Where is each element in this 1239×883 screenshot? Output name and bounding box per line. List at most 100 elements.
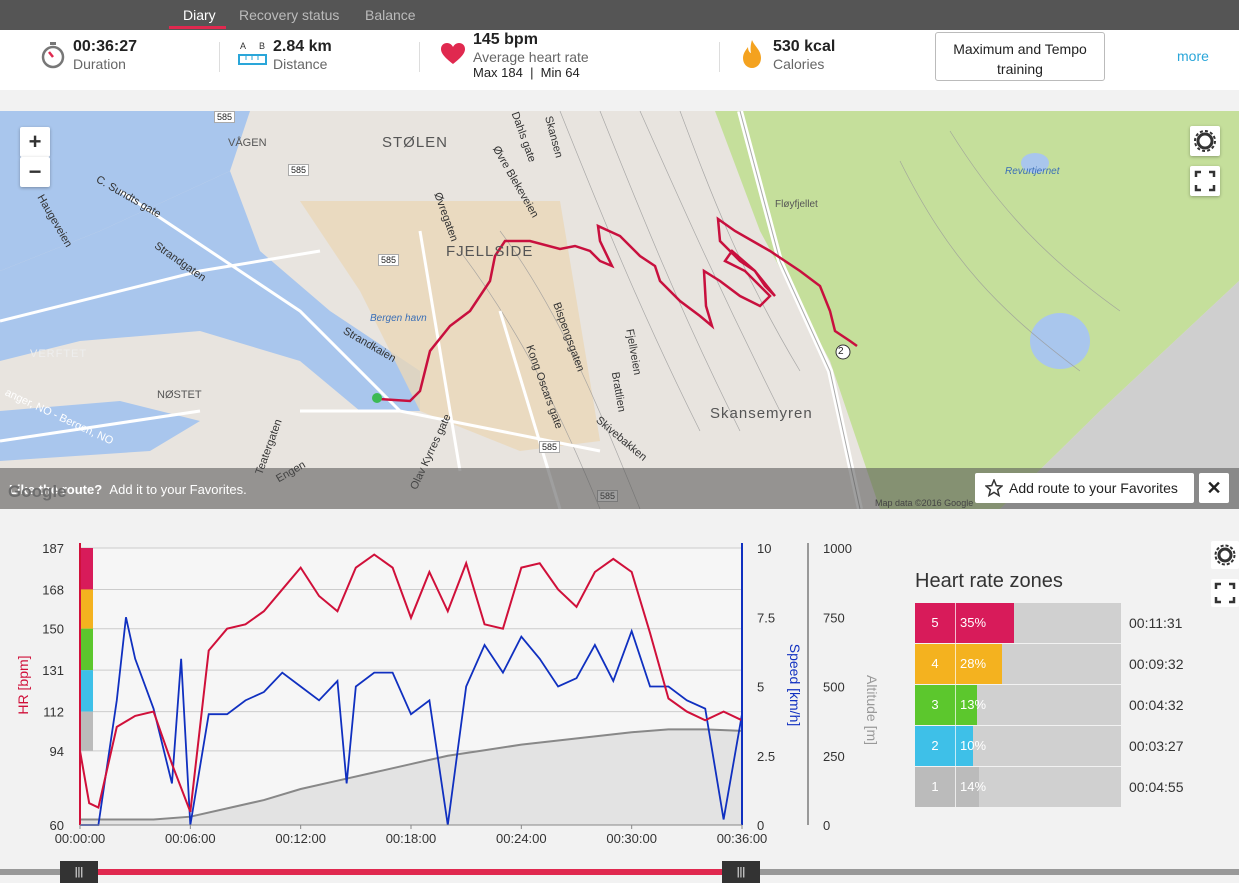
hr-axis-label: HR [bpm] <box>15 655 31 714</box>
altitude-area <box>80 729 742 825</box>
zone-strip <box>81 628 93 671</box>
zone-number: 2 <box>915 726 956 766</box>
x-tick-label: 00:30:00 <box>606 831 657 846</box>
divider <box>219 42 220 72</box>
hr-tick-label: 131 <box>42 663 64 678</box>
distance-label: Distance <box>273 56 328 72</box>
altitude-axis-label: Altitude [m] <box>864 675 880 745</box>
map-canvas <box>0 111 1239 509</box>
favorites-prompt: Like the route? Add it to your Favorites… <box>9 482 247 497</box>
timeline-slider[interactable] <box>0 869 1239 875</box>
zone-strip <box>81 548 93 590</box>
zoom-in-button[interactable]: + <box>20 127 50 157</box>
zone-strip <box>81 670 93 712</box>
hr-tick-label: 94 <box>50 744 64 759</box>
road-number: 585 <box>288 164 310 176</box>
altitude-tick-label: 500 <box>823 680 845 695</box>
zone-percent: 28% <box>960 656 987 671</box>
zone-number: 3 <box>915 685 956 725</box>
chart-settings-button[interactable] <box>1211 541 1239 569</box>
hr-tick-label: 187 <box>42 541 64 556</box>
hr-line <box>79 553 743 813</box>
duration-value: 00:36:27 <box>73 38 138 55</box>
active-tab-indicator <box>169 26 226 29</box>
speed-tick-label: 5 <box>757 680 764 695</box>
map-settings-button[interactable] <box>1190 126 1220 156</box>
tab-recovery-status[interactable]: Recovery status <box>239 7 340 23</box>
distance-stat: 2.84 km Distance <box>273 38 332 72</box>
zoom-out-button[interactable]: − <box>20 157 50 187</box>
zone-time: 00:04:32 <box>1129 697 1184 713</box>
chart-svg: 187 168 150 131 112 94 60 10 7.5 5 2.5 0 1000 750 500 2… <box>15 541 880 846</box>
distance-icon: A B <box>238 41 268 69</box>
zone-percent: 10% <box>960 738 987 753</box>
divider <box>719 42 720 72</box>
zones-title: Heart rate zones <box>915 570 1063 592</box>
road-number: 585 <box>378 254 400 266</box>
chart-fullscreen-button[interactable] <box>1211 579 1239 607</box>
tab-diary[interactable]: Diary <box>183 7 216 23</box>
divider <box>419 42 420 72</box>
zone-row: 5 35% 00:11:31 <box>915 603 1182 643</box>
tab-balance[interactable]: Balance <box>365 7 416 23</box>
close-favorites-button[interactable]: ✕ <box>1199 473 1229 503</box>
x-tick-label: 00:24:00 <box>496 831 547 846</box>
route-map[interactable]: 2 STØLEN VÅGEN FJELLSIDE VERFTET NØSTET … <box>0 111 1239 509</box>
altitude-tick-label: 1000 <box>823 541 852 556</box>
calories-stat: 530 kcal Calories <box>773 38 835 72</box>
x-tick-label: 00:18:00 <box>386 831 437 846</box>
zone-row: 3 13% 00:04:32 <box>915 685 1184 725</box>
timeline-selection <box>80 869 740 875</box>
zone-time: 00:03:27 <box>1129 738 1184 754</box>
star-icon <box>985 479 1003 497</box>
heart-rate-maxmin: Max 184 | Min 64 <box>473 65 580 80</box>
flame-icon <box>743 40 761 68</box>
calories-value: 530 kcal <box>773 38 836 55</box>
zone-percent: 35% <box>960 615 987 630</box>
stopwatch-icon <box>41 42 65 69</box>
speed-tick-label: 10 <box>757 541 771 556</box>
zone-strip <box>81 589 93 629</box>
zone-row: 1 14% 00:04:55 <box>915 767 1184 807</box>
route-end-marker[interactable]: 2 <box>838 346 844 357</box>
distance-value: 2.84 km <box>273 38 332 55</box>
add-to-favorites-button[interactable]: Add route to your Favorites <box>975 473 1194 503</box>
map-credit: Map data ©2016 Google <box>875 498 974 508</box>
heart-rate-value: 145 bpm <box>473 31 538 48</box>
workout-type-button[interactable]: Maximum and Tempo training <box>935 32 1105 81</box>
zone-number: 4 <box>915 644 956 684</box>
speed-tick-label: 2.5 <box>757 749 775 764</box>
hr-tick-label: 60 <box>50 818 64 833</box>
map-fullscreen-button[interactable] <box>1190 166 1220 196</box>
map-label: STØLEN <box>382 134 449 151</box>
gear-icon <box>1214 544 1236 566</box>
fullscreen-icon <box>1194 170 1216 192</box>
zone-strip <box>81 711 93 751</box>
map-label: Fløyfjellet <box>775 199 818 210</box>
altitude-tick-label: 250 <box>823 749 845 764</box>
speed-tick-label: 7.5 <box>757 610 775 625</box>
map-label: FJELLSIDE <box>446 243 534 260</box>
heart-rate-label: Average heart rate <box>473 49 589 65</box>
altitude-tick-label: 750 <box>823 610 845 625</box>
heart-rate-zones: Heart rate zones 5 35% 00:11:31 4 28% 00:09:3… <box>915 570 1215 808</box>
more-link[interactable]: more <box>1177 48 1209 64</box>
road-number: 585 <box>539 441 561 453</box>
map-label: VERFTET <box>30 348 88 360</box>
workout-chart[interactable]: 187 168 150 131 112 94 60 10 7.5 5 2.5 0 1000 750 500 2… <box>0 530 900 850</box>
timeline-end-handle[interactable]: ||| <box>722 861 760 883</box>
zone-number: 1 <box>915 767 956 807</box>
heart-rate-stat: 145 bpm Average heart rate Max 184 | Min… <box>473 31 589 80</box>
fullscreen-icon <box>1214 582 1236 604</box>
gear-icon <box>1194 130 1216 152</box>
x-tick-label: 00:36:00 <box>717 831 768 846</box>
speed-axis-label: Speed [km/h] <box>787 644 803 727</box>
hr-tick-label: 112 <box>43 705 64 720</box>
x-tick-label: 00:00:00 <box>55 831 106 846</box>
map-label: VÅGEN <box>228 137 267 149</box>
zone-percent: 14% <box>960 779 987 794</box>
zone-time: 00:04:55 <box>1129 779 1184 795</box>
timeline-start-handle[interactable]: ||| <box>60 861 98 883</box>
summary-bar: 00:36:27 Duration A B 2.84 km Distance 1… <box>0 30 1239 90</box>
map-label: NØSTET <box>157 389 202 401</box>
